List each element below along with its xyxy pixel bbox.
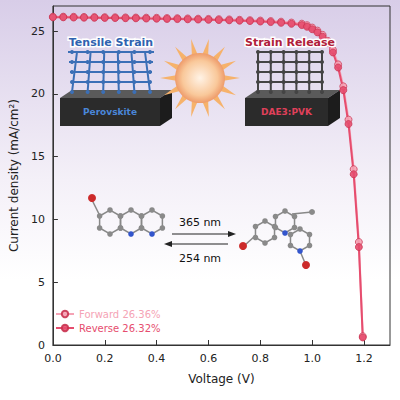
svg-text:Forward 26.36%: Forward 26.36% [79,309,161,320]
svg-text:25: 25 [31,25,45,38]
svg-text:254 nm: 254 nm [179,252,221,265]
svg-text:10: 10 [31,213,45,226]
svg-text:15: 15 [31,150,45,163]
svg-text:0: 0 [38,339,45,352]
svg-text:0.2: 0.2 [96,352,114,365]
svg-text:0.4: 0.4 [148,352,166,365]
svg-text:20: 20 [31,87,45,100]
svg-text:1.0: 1.0 [303,352,321,365]
svg-text:Current density (mA/cm²): Current density (mA/cm²) [7,99,21,252]
svg-text:5: 5 [38,276,45,289]
svg-text:Tensile Strain: Tensile Strain [69,36,153,49]
svg-text:365 nm: 365 nm [179,216,221,229]
svg-text:0.8: 0.8 [252,352,270,365]
svg-text:Voltage (V): Voltage (V) [188,372,254,386]
svg-text:Perovskite: Perovskite [83,107,137,117]
svg-text:Reverse 26.32%: Reverse 26.32% [79,323,161,334]
svg-text:0.0: 0.0 [44,352,62,365]
svg-text:Strain Release: Strain Release [245,36,335,49]
svg-text:0.6: 0.6 [200,352,218,365]
svg-text:DAE3:PVK: DAE3:PVK [261,107,313,117]
svg-text:1.2: 1.2 [355,352,373,365]
